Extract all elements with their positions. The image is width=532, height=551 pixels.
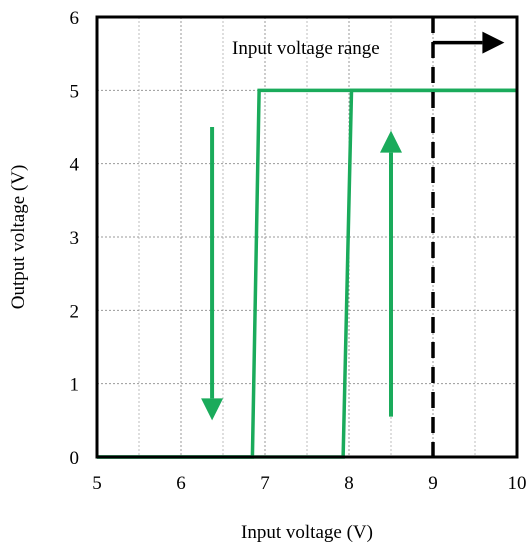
input-voltage-range-label: Input voltage range: [232, 38, 380, 59]
arrow-layer: [201, 31, 505, 421]
y-axis-label: Output voltage (V): [8, 165, 29, 310]
x-tick-label: 9: [428, 473, 438, 494]
arrow-head-3: [482, 31, 505, 54]
y-tick-label: 2: [70, 301, 80, 322]
plot-frame: [95, 15, 519, 459]
x-tick-label: 10: [508, 473, 527, 494]
x-tick-labels: 5 6 7 8 9 10: [92, 473, 526, 494]
y-tick-label: 4: [70, 155, 80, 176]
arrow-head-1: [201, 398, 224, 421]
y-tick-label: 6: [70, 8, 80, 29]
grid-lines: [97, 17, 517, 457]
x-tick-label: 5: [92, 473, 102, 494]
y-tick-label: 5: [70, 81, 80, 102]
x-tick-label: 6: [176, 473, 186, 494]
arrow-head-2: [380, 130, 402, 153]
y-tick-label: 1: [70, 375, 80, 396]
y-tick-label: 3: [70, 228, 80, 249]
y-tick-label: 0: [70, 448, 80, 469]
x-axis-label: Input voltage (V): [241, 522, 373, 543]
y-tick-labels: 0 1 2 3 4 5 6: [70, 8, 80, 469]
x-tick-label: 8: [344, 473, 354, 494]
x-tick-label: 7: [260, 473, 270, 494]
